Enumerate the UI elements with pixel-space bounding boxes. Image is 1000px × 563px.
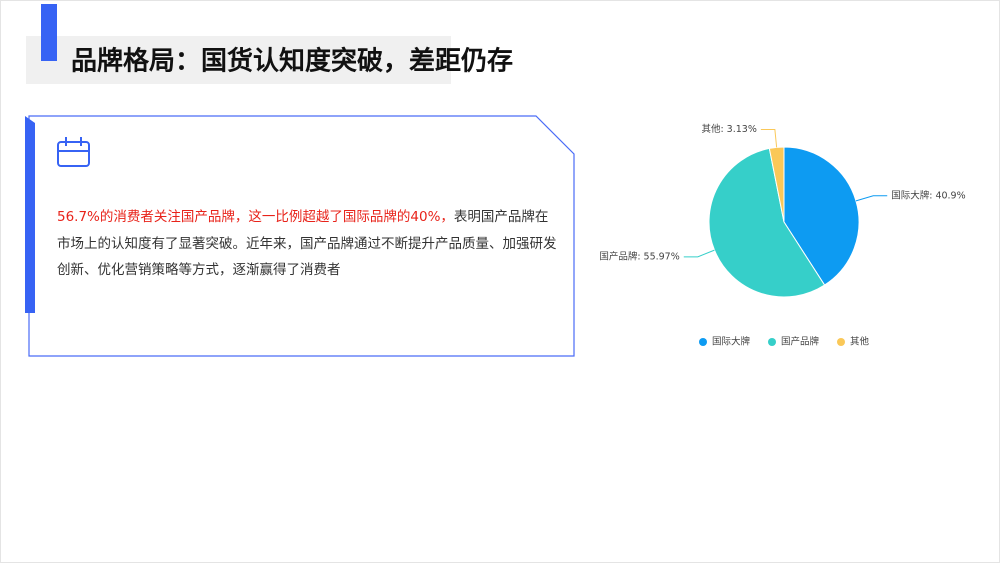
- text-card: [28, 115, 575, 357]
- legend-label: 国产品牌: [781, 336, 820, 348]
- data-label: 其他: 3.13%: [701, 123, 756, 135]
- pie-slice: [768, 146, 785, 223]
- legend-marker: [699, 338, 707, 346]
- leader-line: [855, 195, 888, 202]
- leader-line: [760, 128, 778, 148]
- calendar-icon: [57, 137, 90, 167]
- legend-label: 国际大牌: [712, 336, 751, 348]
- data-label: 国际大牌: 40.9%: [891, 189, 965, 201]
- body-text: 56.7%的消费者关注国产品牌，这一比例超越了国际品牌的40%，表明国产品牌在市…: [57, 204, 557, 284]
- slide-title: 品牌格局：国货认知度突破，差距仍存: [71, 46, 513, 77]
- title-band: [26, 36, 451, 84]
- pie-chart: 国际大牌: 40.9% 国产品牌: 55.97% 其他: 3.13% 国际大牌 国产品牌…: [599, 123, 965, 348]
- card-accent: [25, 116, 35, 313]
- legend-marker: [768, 338, 776, 346]
- pie-slice: [708, 147, 826, 298]
- legend-label: 其他: [850, 336, 870, 348]
- leader-line: [683, 249, 715, 258]
- title-accent: [41, 4, 57, 61]
- body-highlight: 56.7%的消费者关注国产品牌，这一比例超越了国际品牌的40%，: [57, 209, 454, 225]
- body-rest: 表明国产品牌在市场上的认知度有了显著突破。近年来，国产品牌通过不断提升产品质量、…: [57, 209, 557, 278]
- legend-marker: [837, 338, 845, 346]
- data-label: 国产品牌: 55.97%: [599, 250, 679, 262]
